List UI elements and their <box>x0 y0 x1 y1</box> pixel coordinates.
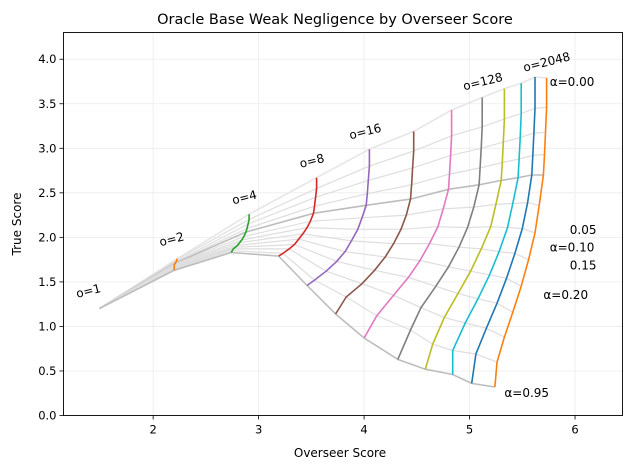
overseer-label: o=2 <box>158 230 186 250</box>
frontier-alpha-0.15 <box>99 153 545 310</box>
series-o-4 <box>230 214 250 253</box>
y-tick-label: 2.0 <box>38 230 56 244</box>
series-lines <box>173 77 548 388</box>
alpha-label: α=0.20 <box>543 288 588 302</box>
frontier-alpha-0.1 <box>99 131 546 310</box>
frontier-alpha-0.4 <box>99 226 536 310</box>
overseer-label: o=4 <box>231 188 259 208</box>
frontier-alpha-0.95 <box>99 251 496 388</box>
y-tick-label: 0.5 <box>38 364 56 378</box>
y-tick-label: 0.0 <box>38 409 56 423</box>
y-tick-label: 3.0 <box>38 141 56 155</box>
series-o-2048 <box>494 77 548 388</box>
y-tick-label: 3.5 <box>38 97 56 111</box>
series-o-128 <box>397 97 484 360</box>
series-o-8 <box>278 177 318 257</box>
y-tick-label: 4.0 <box>38 52 56 66</box>
alpha-label: α=0.10 <box>550 241 595 255</box>
y-tick-label: 1.0 <box>38 319 56 333</box>
frontier-alpha-0.8 <box>99 248 505 338</box>
series-o-16 <box>306 149 371 287</box>
frontier-alpha-0 <box>98 76 547 310</box>
frontier-alpha-0.5 <box>99 233 529 310</box>
y-tick-label: 1.5 <box>38 275 56 289</box>
plot-frame <box>63 32 623 416</box>
series-o-256 <box>424 88 506 370</box>
y-axis-label: True Score <box>10 193 24 257</box>
x-axis-label: Overseer Score <box>294 446 386 460</box>
overseer-label: o=8 <box>298 151 326 171</box>
frontier-alpha-0.7 <box>99 243 514 313</box>
overseer-label: o=128 <box>462 70 505 93</box>
x-tick-label: 5 <box>466 423 473 437</box>
alpha-label: α=0.95 <box>504 386 549 400</box>
axis-ticks: 2 3 4 5 6 0.0 0.5 1.0 1.5 2.0 2.5 3.0 3.5 4.0 <box>38 52 578 436</box>
chart-title: Oracle Base Weak Negligence by Overseer … <box>157 12 513 28</box>
frontier-alpha-0.9 <box>99 250 498 363</box>
alpha-label: 0.15 <box>570 258 597 272</box>
x-tick-label: 3 <box>255 423 262 437</box>
y-tick-label: 2.5 <box>38 186 56 200</box>
series-o-512 <box>451 83 523 375</box>
frontier-lines <box>98 76 547 388</box>
alpha-label: α=0.00 <box>550 75 595 89</box>
series-o-2 <box>173 258 179 271</box>
series-o-64 <box>363 110 453 339</box>
overseer-label: o=1 <box>75 281 103 301</box>
series-o-1024 <box>470 77 536 384</box>
grid <box>63 32 623 416</box>
series-o-32 <box>334 131 415 315</box>
x-tick-label: 6 <box>571 423 578 437</box>
x-tick-label: 2 <box>149 423 156 437</box>
frontier-alpha-0.6 <box>99 238 522 310</box>
x-tick-label: 4 <box>360 423 367 437</box>
overseer-label: o=2048 <box>522 49 572 74</box>
alpha-label: 0.05 <box>570 223 597 237</box>
overseer-label: o=16 <box>348 121 383 142</box>
frontier-alpha-0.05 <box>99 106 547 310</box>
frontier-alpha-0.3 <box>99 201 540 310</box>
frontier-alpha-0.2 <box>98 174 544 310</box>
